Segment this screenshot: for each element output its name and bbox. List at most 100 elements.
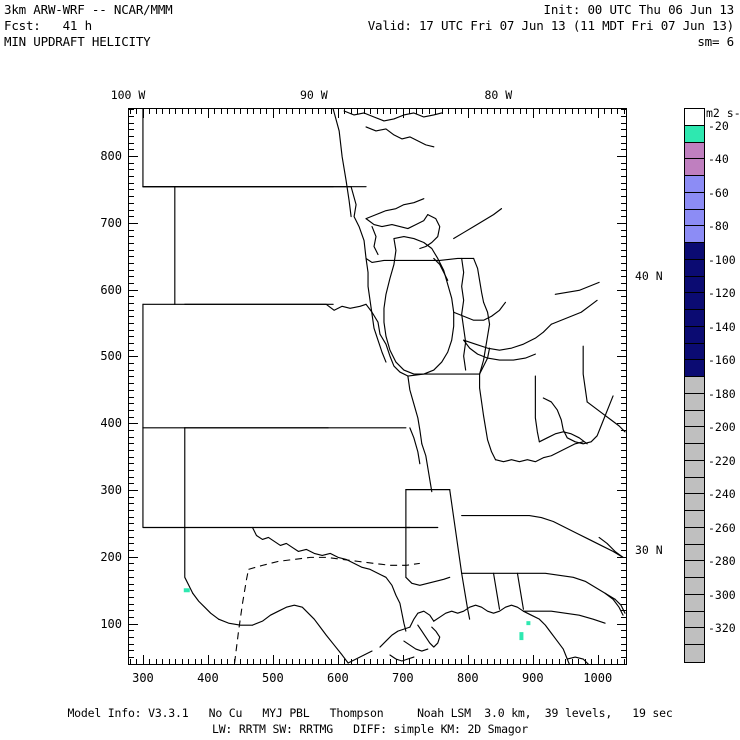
colorbar-tick-label: -40 bbox=[708, 152, 729, 167]
axis-tick bbox=[129, 490, 138, 492]
axis-tick bbox=[448, 109, 450, 114]
forecast-hour: Fcst: 41 h bbox=[4, 18, 92, 33]
colorbar-segment[interactable] bbox=[685, 611, 704, 629]
smoothing-info: sm= 6 bbox=[697, 34, 734, 49]
colorbar-segment[interactable] bbox=[685, 477, 704, 495]
axis-tick bbox=[487, 109, 489, 114]
axis-tick bbox=[285, 109, 287, 114]
axis-tick bbox=[621, 169, 626, 171]
axis-tick bbox=[621, 463, 626, 465]
y-axis-tick-label: 800 bbox=[100, 149, 122, 164]
axis-tick bbox=[344, 109, 346, 114]
axis-tick bbox=[129, 389, 134, 391]
colorbar-segment[interactable] bbox=[685, 645, 704, 662]
latitude-label: 30 N bbox=[635, 543, 663, 558]
colorbar-segment[interactable] bbox=[685, 410, 704, 428]
axis-tick bbox=[129, 510, 134, 512]
axis-tick bbox=[129, 116, 134, 117]
axis-tick bbox=[324, 109, 326, 114]
axis-tick bbox=[571, 659, 573, 664]
colorbar-segment[interactable] bbox=[685, 109, 704, 126]
axis-tick bbox=[129, 109, 134, 111]
axis-tick bbox=[129, 536, 134, 538]
axis-tick bbox=[136, 109, 138, 114]
axis-tick bbox=[565, 109, 567, 114]
axis-tick bbox=[162, 109, 164, 114]
colorbar-tick-label: -260 bbox=[708, 520, 736, 535]
colorbar-segment[interactable] bbox=[685, 360, 704, 377]
axis-tick bbox=[357, 659, 359, 664]
colorbar-segment[interactable] bbox=[685, 259, 704, 277]
axis-tick bbox=[194, 109, 196, 114]
axis-tick bbox=[129, 156, 138, 158]
axis-tick bbox=[129, 449, 134, 451]
axis-tick bbox=[621, 530, 626, 532]
axis-tick bbox=[129, 663, 134, 665]
axis-tick bbox=[621, 483, 626, 485]
axis-tick bbox=[435, 109, 437, 114]
colorbar-segment[interactable] bbox=[685, 460, 704, 478]
data-cells bbox=[183, 588, 531, 641]
axis-tick bbox=[621, 510, 626, 512]
axis-tick bbox=[129, 643, 134, 645]
colorbar-segment[interactable] bbox=[685, 310, 704, 327]
colorbar-segment[interactable] bbox=[685, 125, 704, 143]
colorbar-tick-label: -140 bbox=[708, 319, 736, 334]
colorbar-segment[interactable] bbox=[685, 142, 704, 160]
axis-tick bbox=[621, 363, 626, 365]
colorbar-segment[interactable] bbox=[685, 326, 704, 344]
axis-tick bbox=[376, 109, 378, 114]
colorbar-segment[interactable] bbox=[685, 192, 704, 210]
axis-tick bbox=[129, 596, 134, 598]
axis-tick bbox=[409, 109, 411, 114]
colorbar-segment[interactable] bbox=[685, 377, 704, 394]
colorbar-segment[interactable] bbox=[685, 343, 704, 361]
axis-tick bbox=[129, 503, 134, 505]
axis-tick bbox=[545, 109, 547, 114]
axis-tick bbox=[155, 109, 157, 114]
axis-tick bbox=[129, 476, 134, 478]
axis-tick bbox=[129, 142, 134, 144]
colorbar-segment[interactable] bbox=[685, 276, 704, 294]
colorbar-segment[interactable] bbox=[685, 628, 704, 645]
map-plot-area[interactable] bbox=[128, 108, 627, 665]
axis-tick bbox=[129, 343, 134, 345]
axis-tick bbox=[621, 122, 626, 124]
axis-tick bbox=[129, 636, 134, 638]
axis-tick bbox=[621, 563, 626, 565]
axis-tick bbox=[396, 109, 398, 114]
colorbar-segment[interactable] bbox=[685, 209, 704, 227]
colorbar-segment[interactable] bbox=[685, 176, 704, 193]
colorbar-segment[interactable] bbox=[685, 159, 704, 176]
colorbar-tick-label: -240 bbox=[708, 487, 736, 502]
axis-tick bbox=[129, 229, 134, 231]
axis-tick bbox=[621, 142, 626, 144]
colorbar-segment[interactable] bbox=[685, 511, 704, 528]
axis-tick bbox=[621, 162, 626, 164]
colorbar-segment[interactable] bbox=[685, 393, 704, 411]
x-axis-tick-label: 900 bbox=[521, 671, 544, 685]
axis-tick bbox=[519, 659, 521, 664]
colorbar-segment[interactable] bbox=[685, 527, 704, 545]
axis-tick bbox=[298, 109, 300, 114]
colorbar-segment[interactable] bbox=[685, 561, 704, 578]
colorbar-segment[interactable] bbox=[685, 444, 704, 461]
axis-tick bbox=[621, 329, 626, 331]
axis-tick bbox=[621, 630, 626, 632]
colorbar-segment[interactable] bbox=[685, 427, 704, 444]
colorbar-segment[interactable] bbox=[685, 494, 704, 511]
colorbar-segment[interactable] bbox=[685, 578, 704, 595]
axis-tick bbox=[129, 189, 134, 191]
colorbar-segment[interactable] bbox=[685, 594, 704, 612]
colorbar-segment[interactable] bbox=[685, 226, 704, 243]
axis-tick bbox=[259, 109, 261, 114]
axis-tick bbox=[621, 136, 626, 138]
colorbar-segment[interactable] bbox=[685, 243, 704, 260]
axis-tick bbox=[155, 659, 157, 664]
colorbar-segment[interactable] bbox=[685, 293, 704, 310]
axis-tick bbox=[578, 659, 580, 664]
colorbar-segment[interactable] bbox=[685, 544, 704, 562]
colorbar[interactable] bbox=[684, 108, 705, 663]
axis-tick bbox=[422, 659, 424, 664]
axis-tick bbox=[621, 543, 626, 545]
